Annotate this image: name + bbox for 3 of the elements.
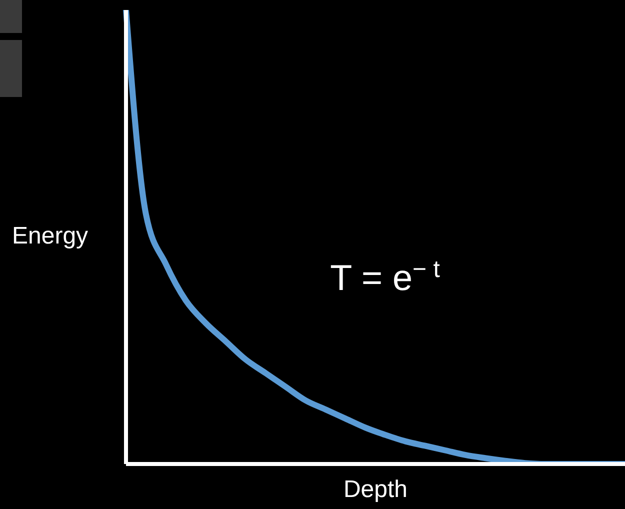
y-axis-title: Energy	[12, 222, 88, 250]
annotation: T = e$^{− t}$	[330, 256, 440, 298]
x-axis-title: Depth	[343, 476, 408, 503]
